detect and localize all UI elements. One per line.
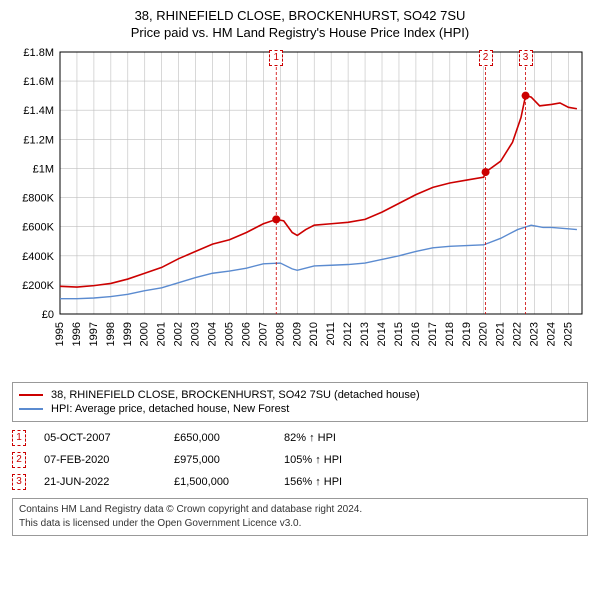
legend-row-1: HPI: Average price, detached house, New …	[19, 403, 581, 415]
svg-text:£0: £0	[42, 309, 54, 321]
svg-text:2000: 2000	[139, 322, 151, 346]
transaction-pct: 105% ↑ HPI	[284, 454, 342, 466]
transaction-row: 1 05-OCT-2007£650,00082% ↑ HPI	[12, 430, 588, 446]
legend-label: 38, RHINEFIELD CLOSE, BROCKENHURST, SO42…	[51, 389, 420, 401]
svg-text:£800K: £800K	[22, 193, 54, 205]
svg-text:£1.6M: £1.6M	[23, 76, 54, 88]
chart-container: 38, RHINEFIELD CLOSE, BROCKENHURST, SO42…	[0, 0, 600, 544]
footer-box: Contains HM Land Registry data © Crown c…	[12, 498, 588, 536]
svg-text:2012: 2012	[342, 322, 354, 346]
svg-text:2002: 2002	[173, 322, 185, 346]
sale-marker-1: 1	[269, 50, 283, 66]
svg-text:2017: 2017	[427, 322, 439, 346]
legend-swatch	[19, 394, 43, 396]
legend-label: HPI: Average price, detached house, New …	[51, 403, 289, 415]
title-block: 38, RHINEFIELD CLOSE, BROCKENHURST, SO42…	[12, 8, 588, 40]
sale-marker-3: 3	[519, 50, 533, 66]
legend-box: 38, RHINEFIELD CLOSE, BROCKENHURST, SO42…	[12, 382, 588, 422]
svg-text:2005: 2005	[223, 322, 235, 346]
svg-text:2020: 2020	[478, 322, 490, 346]
svg-text:£1.4M: £1.4M	[23, 105, 54, 117]
svg-text:2025: 2025	[562, 322, 574, 346]
svg-text:2019: 2019	[461, 322, 473, 346]
sale-marker-2: 2	[479, 50, 493, 66]
svg-text:£1.8M: £1.8M	[23, 47, 54, 59]
svg-text:2022: 2022	[512, 322, 524, 346]
line-chart-svg: £0 £200K £400K £600K £800K £1M £1.2M £1.4M £1.6M…	[12, 46, 588, 376]
svg-text:2018: 2018	[444, 322, 456, 346]
transaction-row: 3 21-JUN-2022£1,500,000156% ↑ HPI	[12, 474, 588, 490]
svg-text:2024: 2024	[545, 322, 557, 346]
transaction-price: £975,000	[174, 454, 284, 466]
svg-text:2004: 2004	[207, 322, 219, 346]
transaction-date: 05-OCT-2007	[44, 432, 174, 444]
transaction-marker: 2	[12, 452, 26, 468]
svg-text:2003: 2003	[190, 322, 202, 346]
svg-text:2007: 2007	[257, 322, 269, 346]
transaction-marker: 3	[12, 474, 26, 490]
transaction-date: 07-FEB-2020	[44, 454, 174, 466]
footer-line2: This data is licensed under the Open Gov…	[19, 517, 581, 531]
svg-text:1998: 1998	[105, 322, 117, 346]
transaction-price: £1,500,000	[174, 476, 284, 488]
title-main: 38, RHINEFIELD CLOSE, BROCKENHURST, SO42…	[12, 8, 588, 23]
svg-text:£600K: £600K	[22, 222, 54, 234]
svg-text:2013: 2013	[359, 322, 371, 346]
svg-text:£200K: £200K	[22, 280, 54, 292]
transaction-marker: 1	[12, 430, 26, 446]
svg-text:2011: 2011	[325, 322, 337, 346]
transaction-price: £650,000	[174, 432, 284, 444]
legend-row-0: 38, RHINEFIELD CLOSE, BROCKENHURST, SO42…	[19, 389, 581, 401]
svg-text:2008: 2008	[274, 322, 286, 346]
svg-text:£400K: £400K	[22, 251, 54, 263]
svg-text:2001: 2001	[156, 322, 168, 346]
svg-text:1995: 1995	[54, 322, 66, 346]
svg-text:2009: 2009	[291, 322, 303, 346]
svg-text:2006: 2006	[240, 322, 252, 346]
svg-text:1997: 1997	[88, 322, 100, 346]
transaction-pct: 82% ↑ HPI	[284, 432, 336, 444]
svg-text:2016: 2016	[410, 322, 422, 346]
footer-line1: Contains HM Land Registry data © Crown c…	[19, 503, 581, 517]
svg-text:2021: 2021	[495, 322, 507, 346]
svg-text:2010: 2010	[308, 322, 320, 346]
title-sub: Price paid vs. HM Land Registry's House …	[12, 25, 588, 40]
svg-text:2023: 2023	[529, 322, 541, 346]
svg-text:1996: 1996	[71, 322, 83, 346]
svg-text:£1.2M: £1.2M	[23, 134, 54, 146]
transaction-row: 2 07-FEB-2020£975,000105% ↑ HPI	[12, 452, 588, 468]
svg-text:2014: 2014	[376, 322, 388, 346]
transaction-date: 21-JUN-2022	[44, 476, 174, 488]
transaction-pct: 156% ↑ HPI	[284, 476, 342, 488]
svg-text:1999: 1999	[122, 322, 134, 346]
svg-text:£1M: £1M	[33, 163, 54, 175]
svg-text:2015: 2015	[393, 322, 405, 346]
legend-swatch	[19, 408, 43, 410]
chart-area: £0 £200K £400K £600K £800K £1M £1.2M £1.4M £1.6M…	[12, 46, 588, 376]
transactions-table: 1 05-OCT-2007£650,00082% ↑ HPI 2 07-FEB-202…	[12, 430, 588, 490]
